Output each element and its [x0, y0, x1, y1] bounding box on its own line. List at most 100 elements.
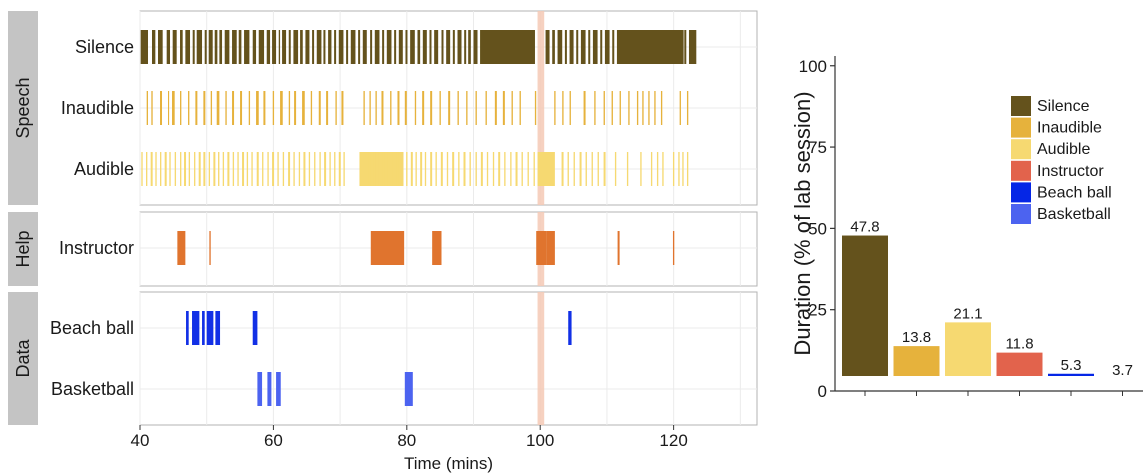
interval-mark — [158, 30, 163, 64]
y-tick-label: 75 — [808, 138, 827, 157]
series-beach-ball: Beach ball — [50, 311, 572, 345]
interval-mark — [564, 30, 567, 64]
interval-mark — [603, 152, 606, 186]
interval-mark — [257, 372, 263, 406]
interval-mark — [440, 152, 443, 186]
legend-key — [1011, 96, 1031, 116]
interval-mark — [405, 30, 408, 64]
interval-mark — [208, 152, 211, 186]
interval-mark — [515, 152, 518, 186]
interval-mark — [140, 30, 149, 64]
interval-mark — [216, 91, 220, 125]
interval-mark — [392, 152, 395, 186]
row-label: Beach ball — [50, 318, 134, 338]
interval-mark — [329, 152, 331, 186]
bar-beach-ball — [1048, 373, 1094, 376]
interval-mark — [446, 152, 449, 186]
interval-mark — [686, 91, 689, 125]
interval-mark — [417, 30, 421, 64]
interval-mark — [429, 30, 432, 64]
interval-mark — [155, 152, 157, 186]
interval-mark — [370, 231, 405, 265]
interval-mark — [561, 152, 564, 186]
interval-mark — [660, 91, 663, 125]
interval-mark — [521, 152, 523, 186]
interval-mark — [358, 30, 361, 64]
interval-mark — [430, 152, 433, 186]
interval-mark — [192, 311, 200, 345]
bar-inaudible — [893, 346, 940, 376]
interval-mark — [536, 231, 547, 265]
interval-mark — [452, 30, 455, 64]
interval-mark — [585, 152, 587, 186]
interval-mark — [546, 231, 555, 265]
interval-mark — [619, 91, 621, 125]
interval-mark — [492, 152, 495, 186]
interval-mark — [338, 152, 341, 186]
interval-mark — [164, 152, 167, 186]
interval-mark — [452, 152, 455, 186]
interval-mark — [188, 91, 190, 125]
timeline-chart: Speech Silence Inaudible Audible Help Instruc… — [8, 10, 758, 473]
legend-label: Instructor — [1037, 163, 1104, 180]
x-tick-label: 100 — [526, 431, 554, 450]
interval-mark — [458, 152, 460, 186]
interval-mark — [522, 30, 525, 64]
y-tick-label: 25 — [808, 301, 827, 320]
interval-mark — [374, 30, 380, 64]
interval-mark — [180, 30, 183, 64]
interval-mark — [568, 311, 572, 345]
interval-mark — [498, 30, 501, 64]
facet-panel-help: Help Instructor — [8, 211, 758, 287]
y-axis-title: Duration (% of lab session) — [790, 91, 815, 355]
interval-mark — [485, 91, 487, 125]
interval-mark — [463, 152, 466, 186]
interval-mark — [218, 152, 220, 186]
bar-value-label: 11.8 — [1005, 336, 1033, 353]
interval-mark — [394, 30, 397, 64]
interval-mark — [432, 231, 442, 265]
interval-mark — [314, 152, 316, 186]
interval-mark — [672, 231, 675, 265]
interval-mark — [203, 91, 206, 125]
facet-strip — [8, 11, 38, 205]
interval-mark — [545, 30, 550, 64]
interval-mark — [262, 152, 264, 186]
interval-mark — [640, 30, 646, 64]
interval-mark — [533, 152, 535, 186]
interval-dense — [537, 152, 555, 186]
interval-mark — [617, 231, 620, 265]
interval-mark — [387, 152, 389, 186]
interval-mark — [338, 30, 344, 64]
panel-background — [139, 211, 758, 287]
x-axis: 40 60 80 100 120 Time (mins) — [131, 425, 688, 473]
interval-mark — [569, 91, 571, 125]
interval-mark — [457, 30, 462, 64]
interval-mark — [172, 91, 175, 125]
interval-mark — [422, 30, 427, 64]
interval-mark — [678, 152, 680, 186]
interval-mark — [272, 30, 277, 64]
interval-mark — [192, 30, 195, 64]
interval-mark — [166, 30, 171, 64]
interval-mark — [232, 152, 235, 186]
interval-mark — [232, 91, 235, 125]
bar-instructor — [996, 352, 1043, 376]
interval-mark — [588, 30, 591, 64]
interval-mark — [441, 30, 444, 64]
interval-mark — [381, 91, 384, 125]
interval-mark — [656, 152, 659, 186]
interval-mark — [424, 152, 427, 186]
interval-mark — [475, 91, 477, 125]
interval-mark — [272, 152, 275, 186]
x-tick-label: 40 — [131, 431, 150, 450]
legend-key — [1011, 182, 1031, 203]
interval-mark — [498, 152, 501, 186]
x-axis-title: Time (mins) — [404, 454, 493, 473]
interval-mark — [308, 152, 311, 186]
interval-mark — [576, 30, 579, 64]
interval-mark — [335, 91, 337, 125]
interval-mark — [486, 152, 489, 186]
interval-mark — [151, 91, 153, 125]
